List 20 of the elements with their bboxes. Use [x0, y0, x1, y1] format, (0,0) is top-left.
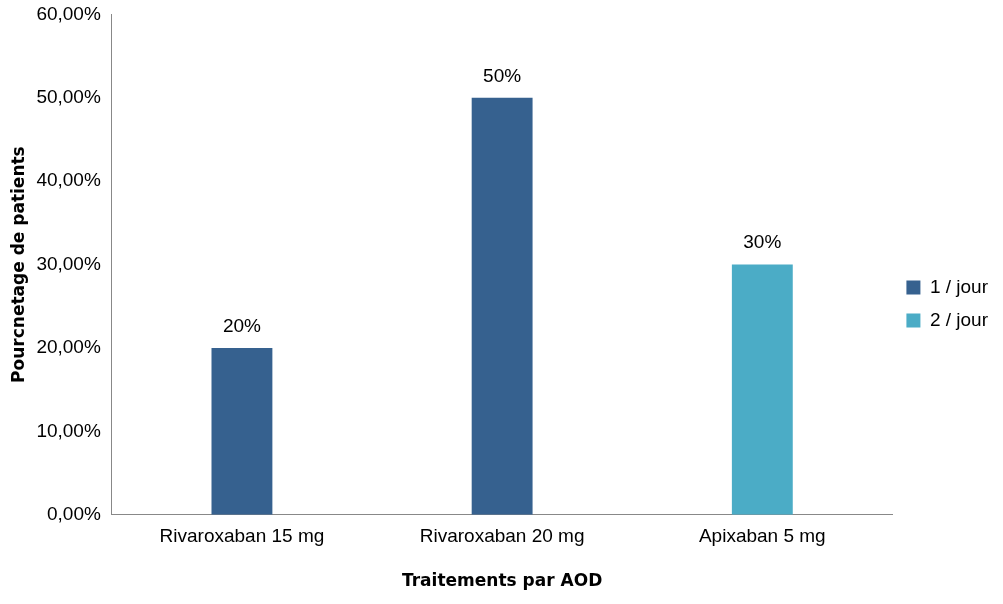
x-axis-title: Traitements par AOD [402, 570, 603, 591]
y-tick-label: 40,00% [36, 169, 101, 191]
bar [731, 264, 793, 515]
data-label: 50% [483, 64, 522, 86]
y-tick-label: 0,00% [46, 503, 101, 525]
legend-label: 1 / jour [929, 275, 989, 297]
y-tick-label: 30,00% [36, 252, 101, 274]
data-label: 20% [222, 314, 262, 336]
y-tick-label: 50,00% [36, 86, 101, 108]
y-tick-label: 20,00% [36, 336, 101, 358]
x-tick-label: Rivaroxaban 20 mg [419, 525, 585, 547]
bar [471, 97, 533, 515]
y-tick-label: 60,00% [36, 2, 101, 24]
y-tick-label: 10,00% [36, 419, 101, 441]
x-tick-label: Apixaban 5 mg [698, 525, 826, 547]
legend-label: 2 / jour [929, 308, 989, 330]
y-axis-title: Pourcnetage de patients [7, 146, 28, 383]
x-tick-label: Rivaroxaban 15 mg [159, 525, 325, 547]
bar [211, 348, 273, 515]
data-label: 30% [743, 231, 782, 253]
